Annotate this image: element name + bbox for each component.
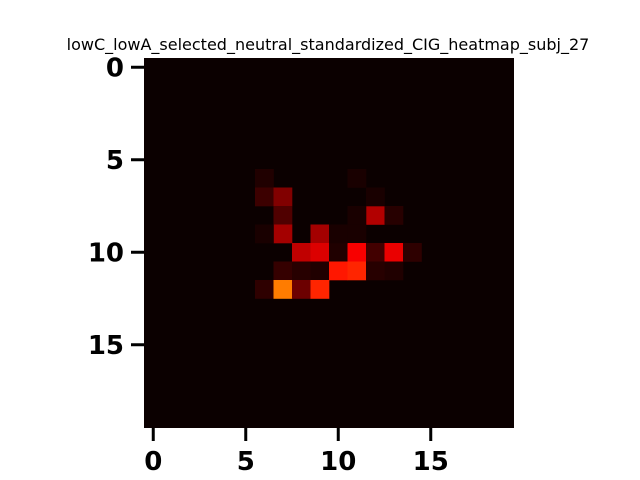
y-tick-label: 15 — [88, 331, 124, 361]
y-tick-label: 5 — [106, 146, 124, 176]
heatmap-cell — [310, 224, 330, 244]
heatmap-cell — [273, 261, 293, 281]
heatmap-cell — [366, 206, 385, 225]
y-tick-label: 10 — [88, 238, 124, 268]
heatmap-cell — [347, 169, 367, 188]
heatmap-cell — [255, 280, 274, 299]
heatmap-cell — [366, 187, 385, 207]
chart-title: lowC_lowA_selected_neutral_standardized_… — [67, 35, 590, 55]
heatmap-cell — [384, 261, 404, 281]
x-tick-label: 10 — [320, 447, 356, 477]
heatmap-cell — [347, 243, 367, 262]
heatmap-cell — [310, 261, 330, 281]
heatmap-cell — [310, 280, 330, 299]
x-tick-label: 0 — [144, 447, 162, 477]
heatmap-cell — [329, 261, 348, 281]
heatmap-cell — [310, 243, 330, 262]
heatmap-cell — [292, 280, 311, 299]
heatmap-cell — [347, 224, 367, 244]
x-tick-label: 5 — [237, 447, 255, 477]
y-tick-label: 0 — [106, 53, 124, 83]
plot-area — [144, 58, 514, 428]
heatmap-cell — [273, 187, 293, 207]
heatmap-cell — [255, 169, 274, 188]
heatmap-cell — [255, 224, 274, 244]
heatmap-cell — [292, 243, 311, 262]
x-axis: 0 5 10 15 — [144, 428, 449, 477]
heatmap-cell — [366, 243, 385, 262]
x-tick-label: 15 — [413, 447, 449, 477]
heatmap-cell — [366, 261, 385, 281]
heatmap-cell — [292, 261, 311, 281]
heatmap-cell — [347, 261, 367, 281]
heatmap-cell — [273, 280, 293, 299]
heatmap-cells — [255, 169, 422, 299]
y-axis: 0 5 10 15 — [88, 53, 144, 361]
heatmap-cell — [384, 243, 404, 262]
heatmap-cell — [273, 224, 293, 244]
heatmap-cell — [329, 243, 348, 262]
heatmap-cell — [347, 206, 367, 225]
heatmap-cell — [273, 206, 293, 225]
heatmap-cell — [329, 224, 348, 244]
heatmap-cell — [384, 206, 404, 225]
heatmap-cell — [403, 243, 422, 262]
heatmap-cell — [255, 187, 274, 207]
